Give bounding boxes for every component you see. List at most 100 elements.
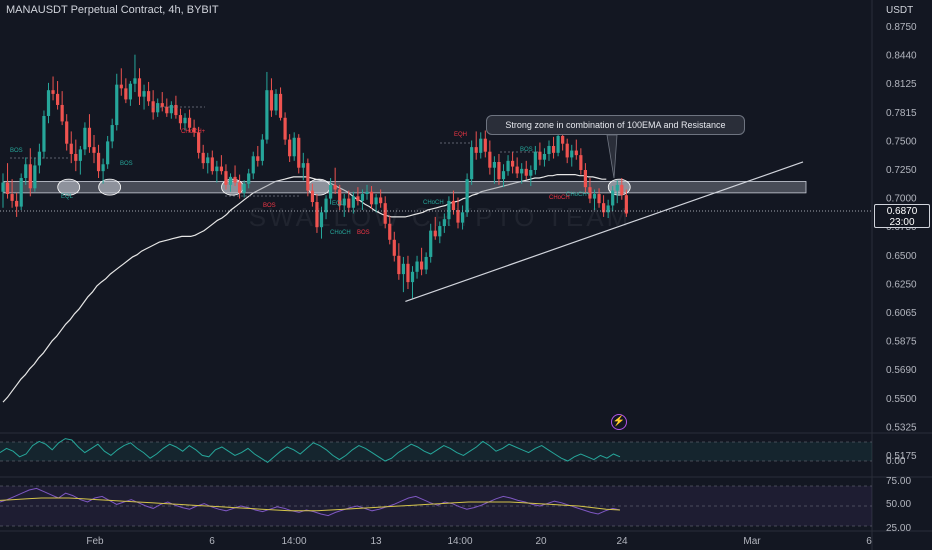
resistance-zone[interactable] [3,181,807,194]
candle-body [401,263,405,275]
candle-body [447,200,451,220]
candle-body [10,194,14,201]
x-tick-label: 24 [616,536,628,547]
candle-body [169,104,173,114]
callout-note[interactable]: Strong zone in combination of 100EMA and… [486,115,745,135]
candle-body [470,147,474,180]
candle-body [306,163,310,191]
candle-body [592,194,597,199]
candle-body [288,139,292,157]
candle-body [265,90,269,140]
candle-body [33,165,37,189]
candle-body [588,187,592,199]
candle-body [183,117,187,124]
candle-body [456,210,460,223]
candle-body [388,223,392,240]
structure-label-green: BOS [120,161,133,167]
candle-body [501,171,506,180]
candle-body [324,198,328,213]
trendline-layer[interactable] [405,161,804,302]
candle-body [215,166,219,172]
candle-body [242,183,246,193]
candle-body [360,194,365,201]
candle-body [551,145,556,153]
candle-body [383,203,387,224]
candle-body [515,166,519,174]
candle-body [533,151,537,170]
candle-body [1,182,5,192]
candle-body [269,90,274,111]
candle-body [165,106,169,114]
candle-body [579,155,583,170]
candle-body [529,170,533,176]
candle-body [251,156,255,174]
structure-label-green: CHoCH+ [566,192,591,198]
candle-body [37,151,41,166]
rsi-tick-label: 50.00 [886,499,911,510]
candle-body [406,263,410,283]
y-tick-label: 0.7250 [886,165,917,176]
candle-body [511,160,515,167]
oscillator-tick-label: 0.00 [886,456,906,467]
candle-body [46,90,51,116]
candle-body [547,145,551,154]
zone-touch-marker [98,178,122,196]
candle-body [492,161,496,168]
candle-body [224,171,228,185]
candle-body [319,212,324,228]
candle-body [620,184,624,196]
candle-body [342,198,346,206]
candle-body [606,205,610,213]
candle-body [597,194,601,204]
x-tick-label: Mar [743,536,761,547]
x-tick-label: 14:00 [281,536,306,547]
lightning-bolt-icon[interactable]: ⚡ [611,414,627,430]
y-tick-label: 0.5175 [886,451,917,462]
candle-body [315,202,319,228]
last-price-value: 0.6870 [886,206,918,217]
candle-body [397,255,401,275]
candle-body [19,178,23,207]
candle-body [51,90,55,94]
candle-body [538,151,542,160]
structure-label-green: BOS [10,148,23,154]
candle-body [479,138,483,153]
candle-body [488,151,492,168]
candle-body [292,137,296,157]
candle-body [128,83,132,100]
candle-body [460,212,465,223]
candle-body [438,226,442,237]
candle-body [602,203,606,213]
x-tick-label: 6 [209,536,215,547]
candle-body [561,135,565,144]
chart-title: MANAUSDT Perpetual Contract, 4h, BYBIT [6,4,219,16]
oscillator-line [0,438,621,464]
candle-body [497,161,501,180]
structure-label-red: CHoCH [549,195,570,201]
structure-label-green: CHoCH [330,230,351,236]
candle-body [256,156,260,161]
oscillator-pane [0,438,872,464]
candle-body [101,164,105,172]
candle-body [556,135,560,153]
structure-label-green: BOS [520,147,533,153]
rsi-band [0,486,872,526]
candle-body [187,117,192,128]
candle-body [60,104,64,122]
candle-body [520,168,524,174]
candle-body [570,150,574,158]
candle-body [424,256,428,270]
x-tick-label: 14:00 [447,536,472,547]
candle-body [442,219,446,227]
candle-body [210,157,214,172]
candle-body [83,127,87,150]
rsi-tick-label: 25.00 [886,523,911,534]
currency-label: USDT [886,5,914,16]
candle-body [415,261,419,272]
candle-body [365,191,369,195]
ascending-trendline[interactable] [405,161,804,302]
candle-body [433,230,437,237]
candle-body [178,115,183,124]
candle-body [106,141,110,165]
